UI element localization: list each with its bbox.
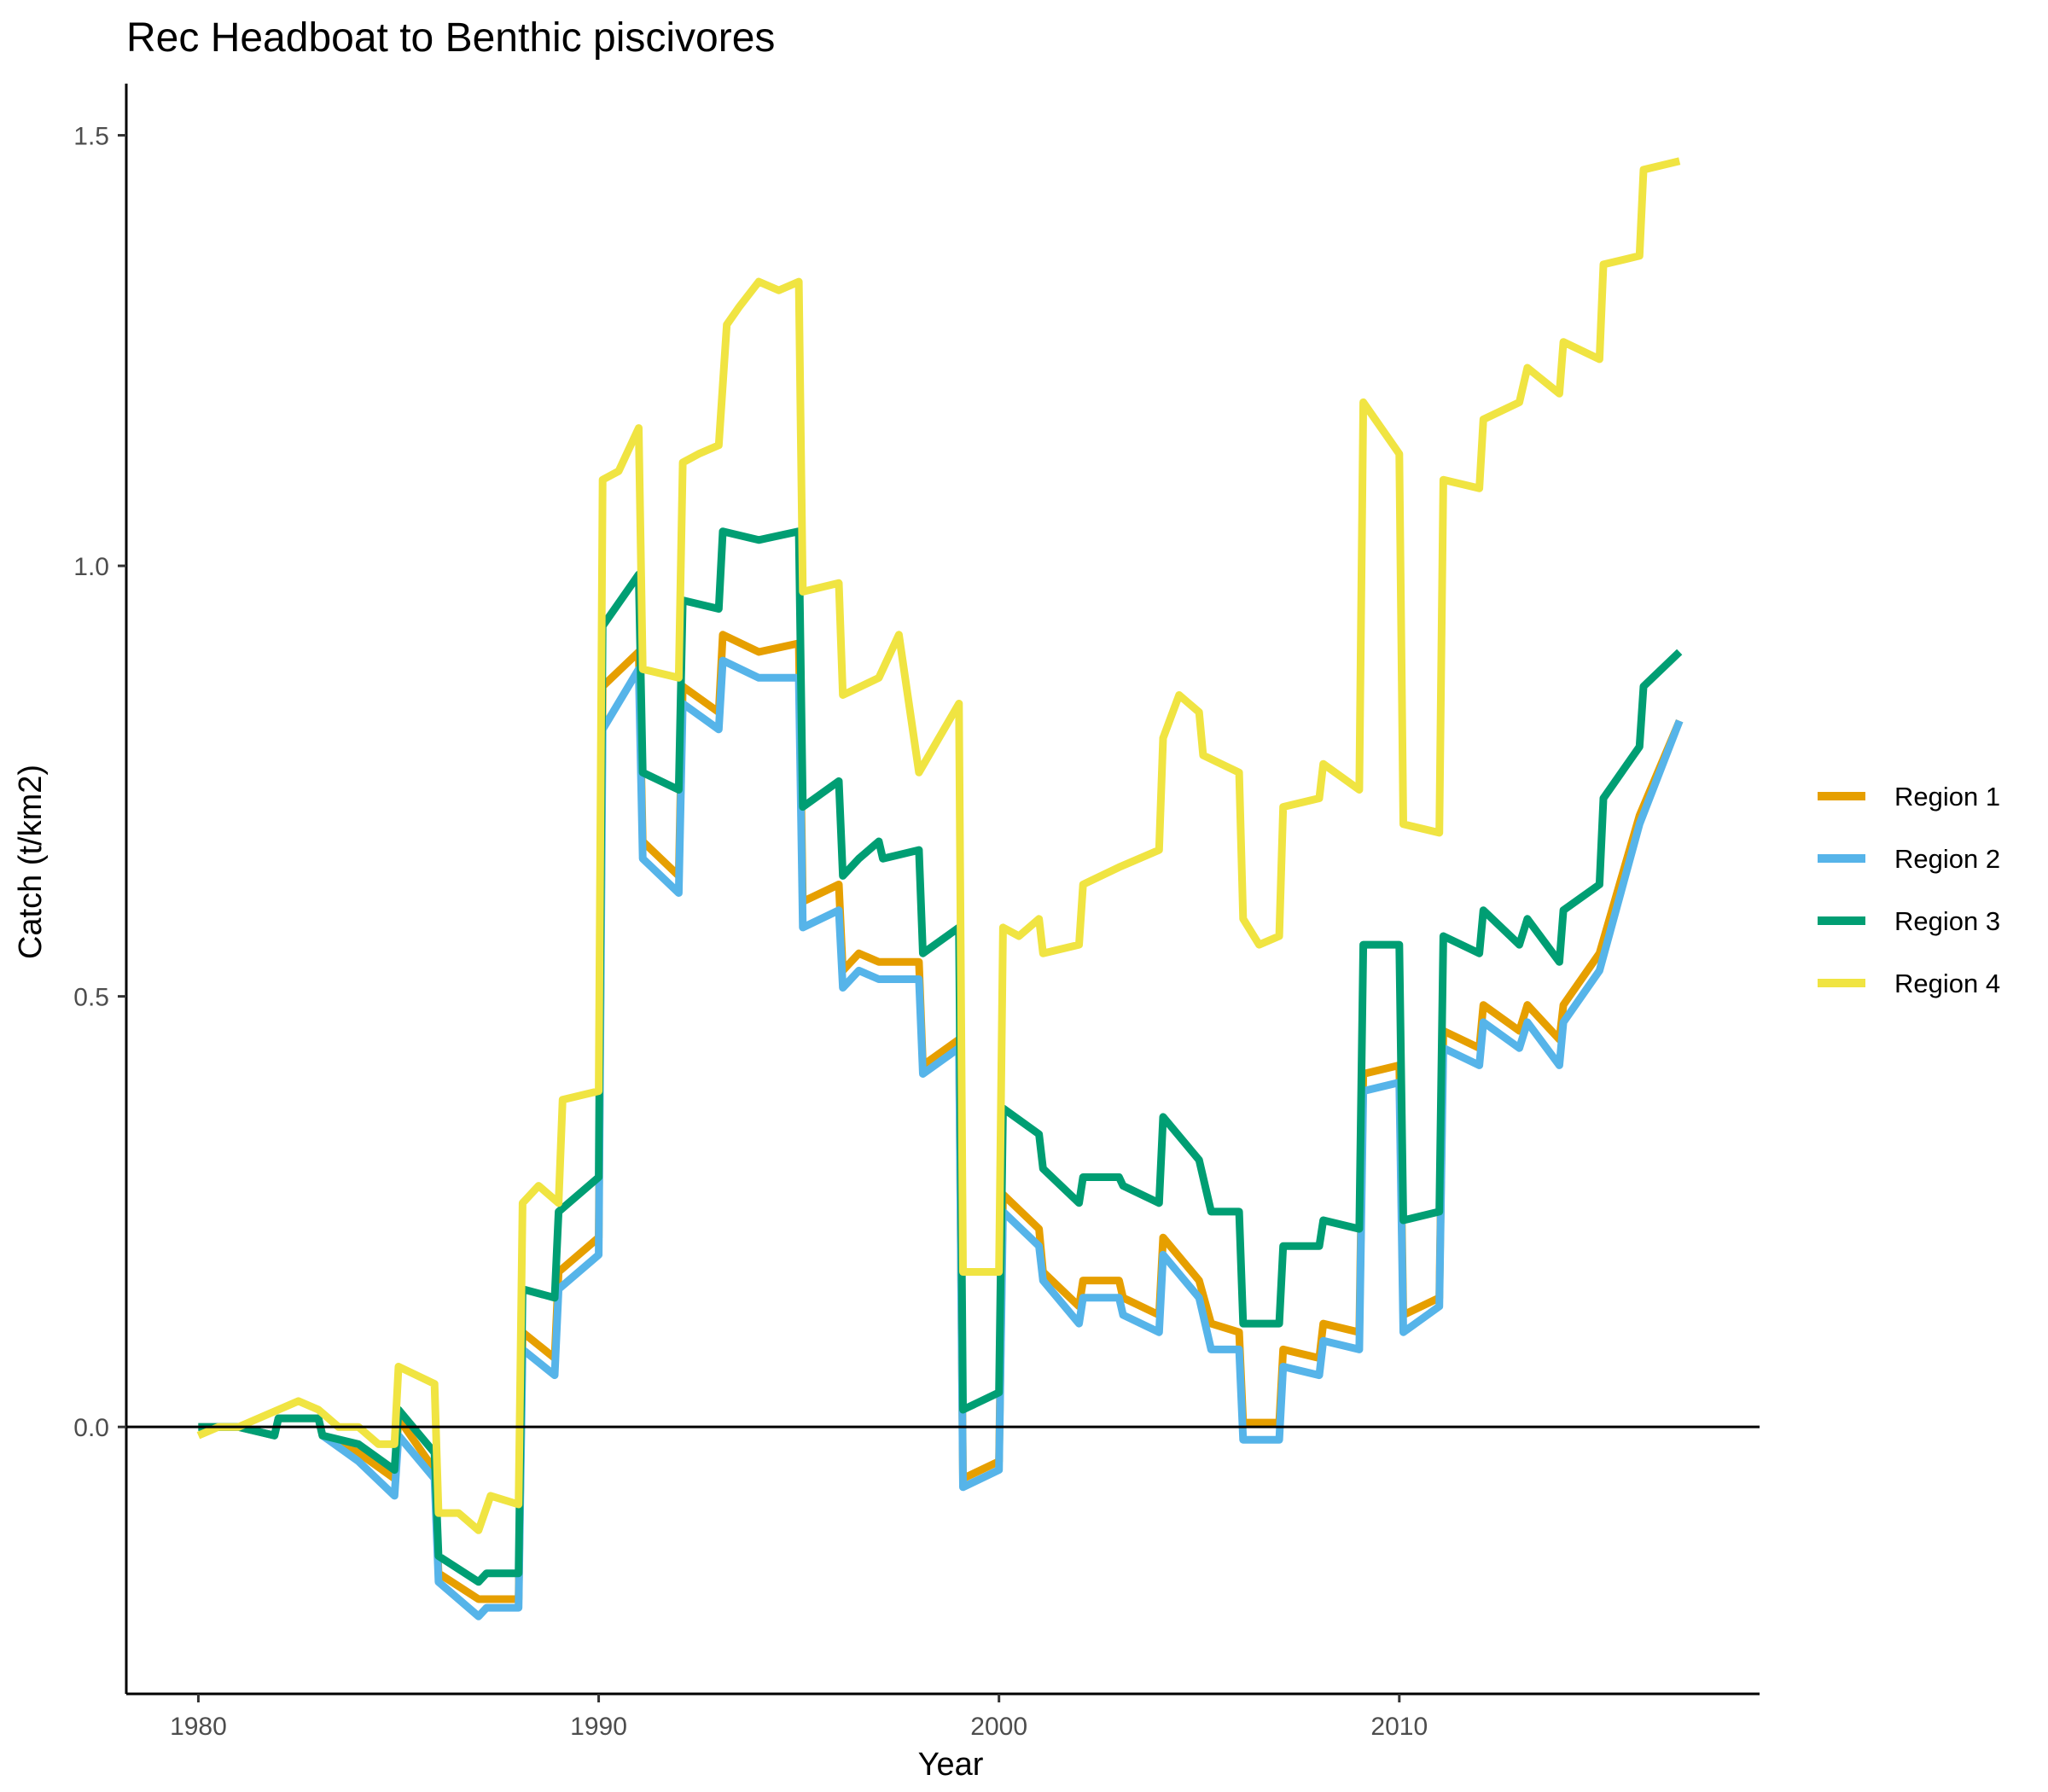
legend-label-region-4: Region 4 (1894, 969, 2000, 998)
y-tick-label: 1.5 (73, 123, 109, 151)
y-axis-title: Catch (t/km2) (13, 765, 49, 959)
y-tick-label: 0.5 (73, 984, 109, 1012)
x-axis-ticks: 1980 1990 2000 2010 (170, 1694, 1428, 1741)
x-axis-title: Year (918, 1747, 984, 1783)
legend-label-region-1: Region 1 (1894, 782, 2000, 812)
plot-area (126, 157, 1760, 1620)
legend-label-region-3: Region 3 (1894, 906, 2000, 936)
y-tick-label: 1.0 (73, 553, 109, 581)
legend-label-region-2: Region 2 (1894, 844, 2000, 874)
chart-title: Rec Headboat to Benthic piscivores (126, 15, 775, 61)
x-tick-label: 2010 (1370, 1713, 1428, 1741)
y-tick-label: 0.0 (73, 1414, 109, 1442)
x-tick-label: 1990 (570, 1713, 627, 1741)
legend: Region 1 Region 2 Region 3 Region 4 (1818, 782, 2000, 998)
series-line-region-4 (196, 157, 1681, 1534)
series-layer (196, 157, 1684, 1620)
x-tick-label: 1980 (170, 1713, 227, 1741)
y-axis-ticks: 0.0 0.5 1.0 1.5 (73, 123, 126, 1442)
x-tick-label: 2000 (970, 1713, 1027, 1741)
